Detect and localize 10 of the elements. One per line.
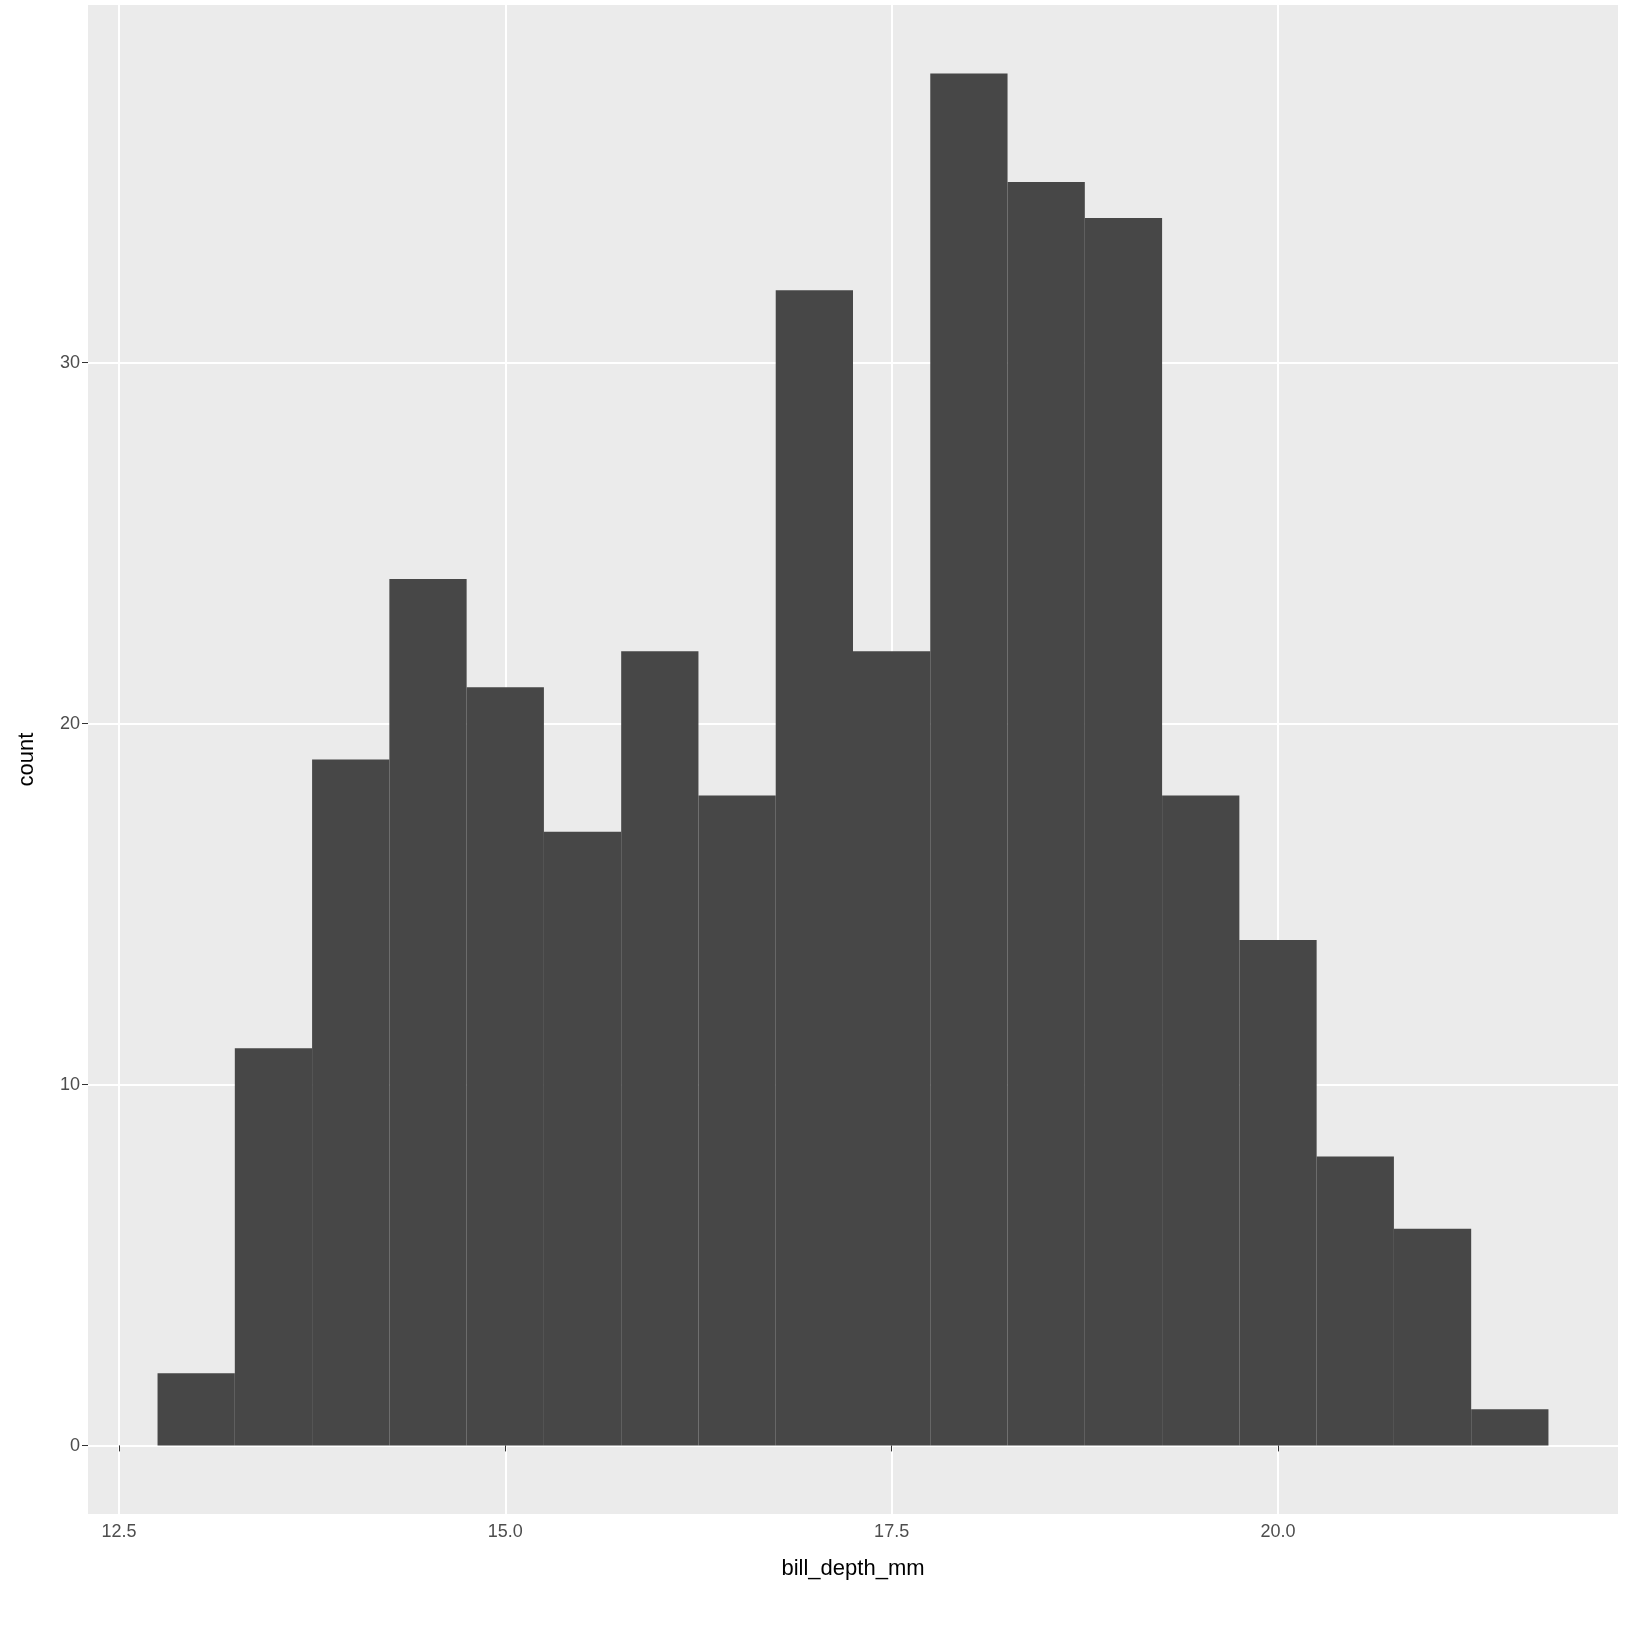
x-tick-label: 12.5 (101, 1521, 137, 1541)
x-tick-label: 17.5 (874, 1521, 910, 1541)
x-axis-title: bill_depth_mm (781, 1554, 925, 1580)
y-tick-label: 10 (59, 1074, 80, 1095)
y-tick-label: 30 (59, 352, 80, 373)
y-axis-title: count (12, 732, 38, 787)
x-tick-label: 15.0 (487, 1521, 523, 1541)
y-tick-label: 0 (69, 1435, 80, 1456)
x-tick-label: 20.0 (1260, 1521, 1296, 1541)
y-tick-label: 20 (59, 713, 80, 734)
